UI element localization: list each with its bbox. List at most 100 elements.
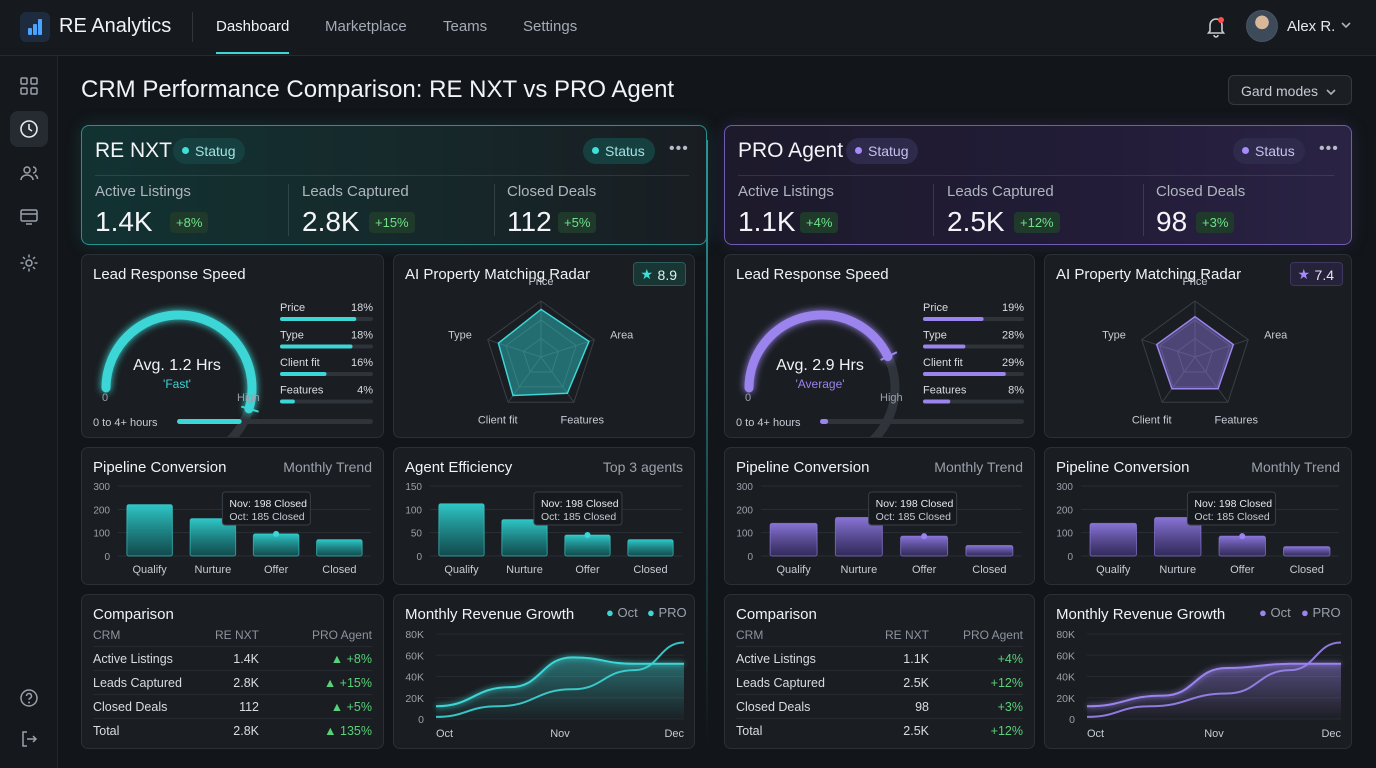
card-title: Pipeline Conversion xyxy=(736,459,870,476)
grid-icon[interactable] xyxy=(10,68,48,104)
card-title: Comparison xyxy=(93,606,174,623)
delta-text: +8% xyxy=(346,652,372,666)
highlight-dot xyxy=(584,532,591,538)
cell-delta: +12% xyxy=(990,724,1023,738)
chart-logo-icon xyxy=(20,12,50,42)
table-row: Total 2.8K ▲ 135% xyxy=(93,719,372,743)
help-icon[interactable] xyxy=(10,680,48,716)
bar xyxy=(1154,517,1202,557)
user-name[interactable]: Alex R. xyxy=(1287,18,1336,35)
cell-value: 2.8K xyxy=(233,724,259,738)
radar-grid xyxy=(505,319,577,388)
clock-icon[interactable] xyxy=(10,111,48,147)
nav-marketplace[interactable]: Marketplace xyxy=(325,18,407,35)
delta-text: +5% xyxy=(346,700,372,714)
tooltip xyxy=(868,491,958,526)
radar-axis-label: Type xyxy=(448,329,472,341)
bar-track xyxy=(280,399,373,404)
monitor-icon[interactable] xyxy=(10,199,48,235)
bar xyxy=(834,517,883,557)
x-tick-label: Nurture xyxy=(506,564,543,576)
pipeline-conversion-card-2: Pipeline Conversion Monthly Trend 300 200… xyxy=(1044,447,1352,585)
card-subtitle[interactable]: Monthly Trend xyxy=(1251,459,1340,475)
legend-item: ● Oct xyxy=(1259,605,1291,620)
nav-dashboard[interactable]: Dashboard xyxy=(216,18,290,35)
bar-fill xyxy=(923,344,966,349)
bell-icon[interactable] xyxy=(1206,16,1226,38)
more-icon[interactable]: ••• xyxy=(1319,140,1339,157)
gauge-needle xyxy=(241,405,259,413)
mode-select-value: Gard modes xyxy=(1241,83,1319,99)
stat-delta: +4% xyxy=(800,212,839,233)
card-subtitle[interactable]: Monthly Trend xyxy=(934,459,1023,475)
hero-card-re-nxt: RE NXT Statug Status ••• Active Listings… xyxy=(81,125,707,245)
stat-label: Active Listings xyxy=(95,183,191,200)
y-tick-label: 100 xyxy=(1056,529,1073,540)
active-tab-indicator xyxy=(216,52,289,54)
stat-label: Closed Deals xyxy=(507,183,597,200)
y-tick-label: 200 xyxy=(1056,505,1073,516)
card-subtitle[interactable]: Top 3 agents xyxy=(602,459,683,475)
y-tick-label: 300 xyxy=(736,482,753,493)
nav-teams[interactable]: Teams xyxy=(443,18,488,35)
hero-card-pro-agent: PRO Agent Statug Status ••• Active Listi… xyxy=(724,125,1352,245)
tooltip xyxy=(1186,491,1276,526)
avatar[interactable] xyxy=(1246,10,1278,42)
gear-icon[interactable] xyxy=(10,245,48,281)
property-matching-radar-chart: Price Area Features Client fit Type xyxy=(1102,276,1288,427)
chevron-down-icon[interactable] xyxy=(1340,20,1352,30)
stat-delta: +5% xyxy=(558,212,597,233)
nav-settings[interactable]: Settings xyxy=(523,18,578,35)
gauge-value: Avg. 2.9 Hrs xyxy=(776,357,864,374)
gauge-fill xyxy=(101,310,257,414)
delta-text: +15% xyxy=(339,676,372,690)
cell-value: 2.5K xyxy=(903,724,929,738)
stat-label: Leads Captured xyxy=(947,183,1054,200)
x-tick-label: Closed xyxy=(972,564,1006,576)
progress-fill xyxy=(177,419,242,424)
bar xyxy=(438,503,485,557)
radar-grid xyxy=(487,300,595,403)
users-icon[interactable] xyxy=(10,155,48,191)
x-tick-label: Qualify xyxy=(133,564,168,576)
divider xyxy=(494,184,495,236)
top-bar: RE Analytics Dashboard Marketplace Teams… xyxy=(0,0,1376,56)
radar-card: AI Property Matching Radar 7.4 Price Area… xyxy=(1044,254,1352,438)
y-tick-label: 150 xyxy=(405,482,422,493)
mode-select[interactable]: Gard modes xyxy=(1228,75,1352,105)
divider xyxy=(192,12,193,42)
table-row: Active Listings 1.1K +4% xyxy=(736,647,1023,671)
stat-value: 112 xyxy=(507,206,552,237)
bar xyxy=(252,533,300,557)
highlight-dot xyxy=(273,530,280,537)
bar-pct: 18% xyxy=(351,302,373,314)
y-tick-label: 100 xyxy=(736,529,753,540)
comparison-table-card: Comparison CRM RE NXT PRO Agent Active Lis… xyxy=(724,594,1035,749)
radar-grid xyxy=(1159,319,1231,388)
card-subtitle[interactable]: Monthly Trend xyxy=(283,459,372,475)
radar-grid xyxy=(522,337,560,373)
divider xyxy=(933,184,934,236)
status-badge[interactable]: Status xyxy=(1233,138,1305,164)
legend-label: PRO xyxy=(658,605,687,620)
logout-icon[interactable] xyxy=(10,721,48,757)
lead-speed-gauge: Avg. 1.2 Hrs 'Fast' 0 High 0 to 4+ hours Pric… xyxy=(93,302,373,437)
x-tick-label: Dec xyxy=(1321,728,1341,740)
delta-text: 135% xyxy=(340,724,372,738)
pipeline-bar-chart: 300 200 100 0 Qualify Nurture Offer Closed Nov: … xyxy=(93,482,371,576)
table-row: Total 2.5K +12% xyxy=(736,719,1023,743)
y-tick-label: 60K xyxy=(405,650,424,662)
bar-fill xyxy=(280,317,357,321)
table-row: Leads Captured 2.5K +12% xyxy=(736,671,1023,695)
radar-axis-label: Client fit xyxy=(1132,415,1172,427)
bar-fill xyxy=(923,399,951,404)
bar xyxy=(1283,546,1331,557)
status-badge[interactable]: Status xyxy=(583,138,655,164)
bar xyxy=(316,539,363,557)
y-tick-label: 200 xyxy=(736,505,753,516)
stat-delta: +8% xyxy=(170,212,209,233)
more-icon[interactable]: ••• xyxy=(669,140,689,157)
y-tick-label: 50 xyxy=(411,529,423,540)
card-title: Lead Response Speed xyxy=(736,266,889,283)
bar xyxy=(126,504,173,557)
